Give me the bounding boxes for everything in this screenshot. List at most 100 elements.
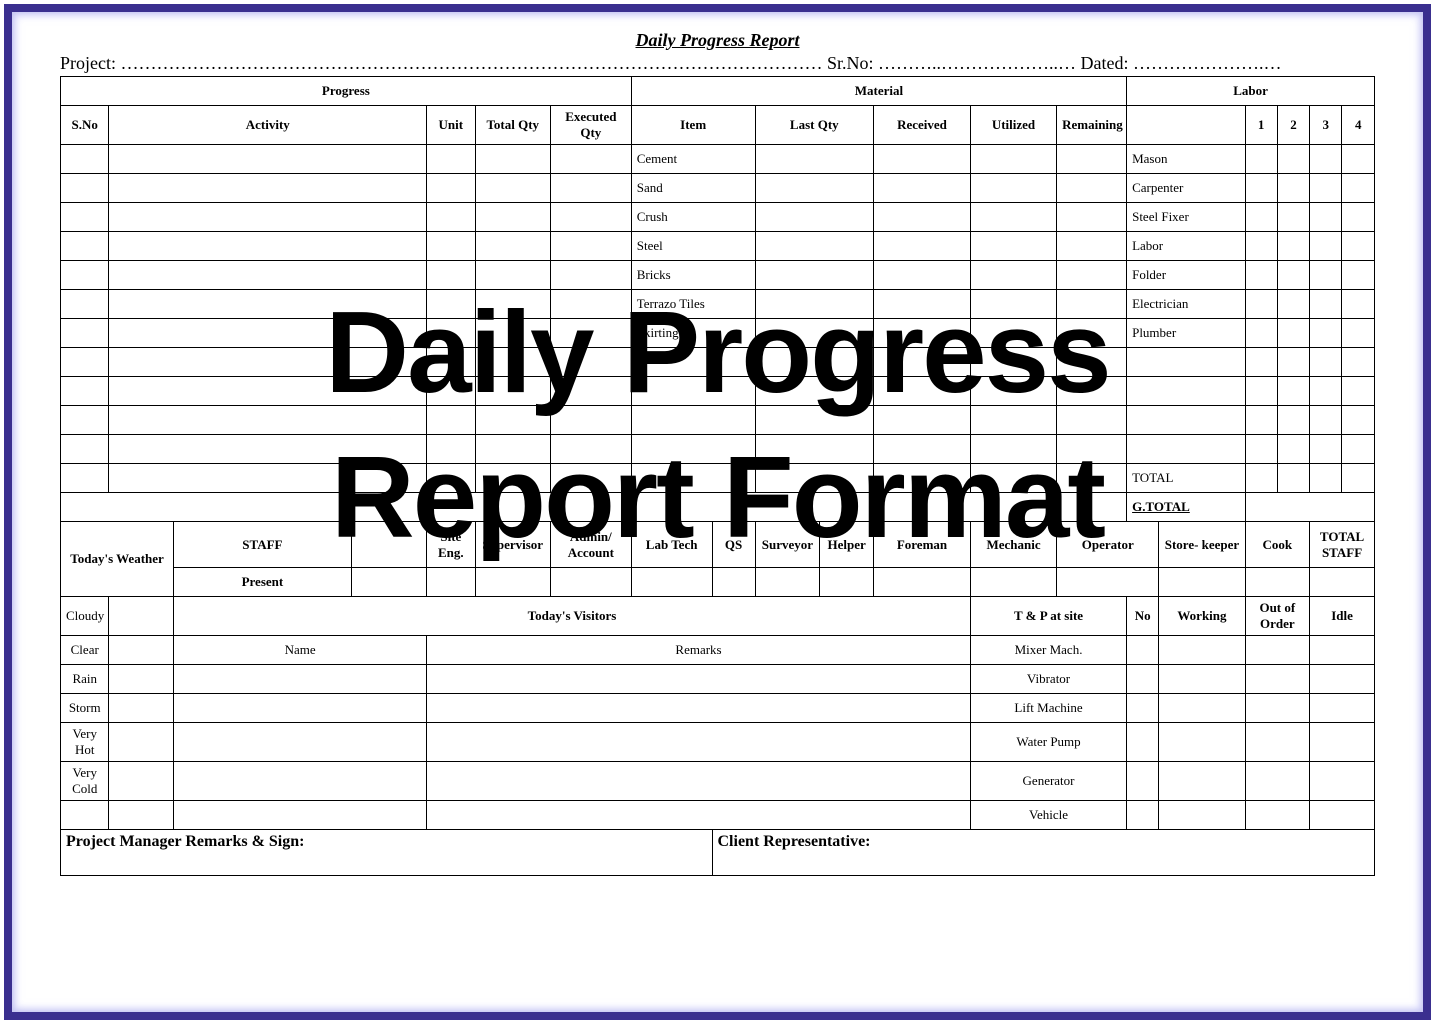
client-rep: Client Representative:	[712, 830, 1375, 876]
mat-ut	[970, 145, 1056, 174]
mat-rec	[874, 232, 971, 261]
visitor-name-head: Name	[174, 636, 427, 665]
lab1	[1245, 290, 1277, 319]
role-storekeeper: Store- keeper	[1159, 522, 1245, 568]
sno-cell	[61, 174, 109, 203]
sno-cell	[61, 377, 109, 406]
labor-col-1: 1	[1245, 106, 1277, 145]
labor-gtotal: G.TOTAL	[1127, 493, 1245, 522]
tp-idle-cell	[1310, 762, 1375, 801]
lab3	[1310, 406, 1342, 435]
mat-rec	[874, 319, 971, 348]
tp-header: T & P at site	[970, 597, 1126, 636]
tp-outoforder: Out of Order	[1245, 597, 1310, 636]
col-utilized: Utilized	[970, 106, 1056, 145]
eq-cell	[550, 435, 631, 464]
material-item: Sand	[631, 174, 755, 203]
unit-cell	[427, 261, 475, 290]
present-label: Present	[174, 568, 352, 597]
lab2	[1277, 174, 1309, 203]
lab4	[1342, 377, 1375, 406]
eq-cell	[550, 377, 631, 406]
activity-cell	[109, 232, 427, 261]
lab1	[1245, 406, 1277, 435]
weather-tick	[109, 597, 174, 636]
sno-cell	[61, 232, 109, 261]
lab3	[1310, 290, 1342, 319]
role-total-staff: TOTAL STAFF	[1310, 522, 1375, 568]
staff-blank	[351, 522, 426, 568]
mat-ut	[970, 406, 1056, 435]
lab2	[1277, 145, 1309, 174]
role-qs: QS	[712, 522, 755, 568]
weather-item: Cloudy	[61, 597, 109, 636]
activity-cell	[109, 435, 427, 464]
tq-cell	[475, 377, 550, 406]
lab4	[1342, 319, 1375, 348]
material-item: Steel	[631, 232, 755, 261]
tp-ooo-cell	[1245, 636, 1310, 665]
present-cell	[755, 568, 820, 597]
mat-rec	[874, 261, 971, 290]
lab3	[1310, 203, 1342, 232]
meta-line: Project: ……………………………………………………………………………………	[60, 53, 1375, 74]
tq-cell	[475, 464, 550, 493]
lab1	[1245, 261, 1277, 290]
present-cell	[475, 568, 550, 597]
material-item	[631, 464, 755, 493]
mat-lq	[755, 406, 873, 435]
mat-rec	[874, 174, 971, 203]
mat-lq	[755, 232, 873, 261]
mat-rec	[874, 435, 971, 464]
activity-cell	[109, 261, 427, 290]
material-item: Terrazo Tiles	[631, 290, 755, 319]
material-item	[631, 406, 755, 435]
eq-cell	[550, 464, 631, 493]
lab1	[1245, 232, 1277, 261]
material-item: Crush	[631, 203, 755, 232]
visitor-name	[174, 694, 427, 723]
tq-cell	[475, 319, 550, 348]
mat-rec	[874, 406, 971, 435]
unit-cell	[427, 232, 475, 261]
lab2	[1277, 348, 1309, 377]
sno-cell	[61, 435, 109, 464]
labor-item: Folder	[1127, 261, 1245, 290]
role-admin: Admin/ Account	[550, 522, 631, 568]
eq-cell	[550, 203, 631, 232]
unit-cell	[427, 174, 475, 203]
mat-lq	[755, 319, 873, 348]
tp-working: Working	[1159, 597, 1245, 636]
unit-cell	[427, 319, 475, 348]
present-cell	[1245, 568, 1310, 597]
col-sno: S.No	[61, 106, 109, 145]
lab1	[1245, 464, 1277, 493]
mat-ut	[970, 203, 1056, 232]
mat-rem	[1057, 232, 1127, 261]
lab1	[1245, 319, 1277, 348]
present-cell	[550, 568, 631, 597]
sno-cell	[61, 464, 109, 493]
weather-tick	[109, 762, 174, 801]
role-site-eng: Site Eng.	[427, 522, 475, 568]
weather-tick	[109, 694, 174, 723]
mat-rem	[1057, 464, 1127, 493]
mat-lq	[755, 377, 873, 406]
tp-ooo-cell	[1245, 762, 1310, 801]
mat-lq	[755, 290, 873, 319]
lab4	[1342, 145, 1375, 174]
mat-rem	[1057, 319, 1127, 348]
role-helper: Helper	[820, 522, 874, 568]
material-item	[631, 377, 755, 406]
role-mechanic: Mechanic	[970, 522, 1056, 568]
col-item: Item	[631, 106, 755, 145]
mat-rec	[874, 464, 971, 493]
lab3	[1310, 261, 1342, 290]
mat-rec	[874, 290, 971, 319]
lab2	[1277, 232, 1309, 261]
weather-header: Today's Weather	[61, 522, 174, 597]
unit-cell	[427, 145, 475, 174]
tq-cell	[475, 174, 550, 203]
unit-cell	[427, 377, 475, 406]
tp-no-cell	[1127, 801, 1159, 830]
